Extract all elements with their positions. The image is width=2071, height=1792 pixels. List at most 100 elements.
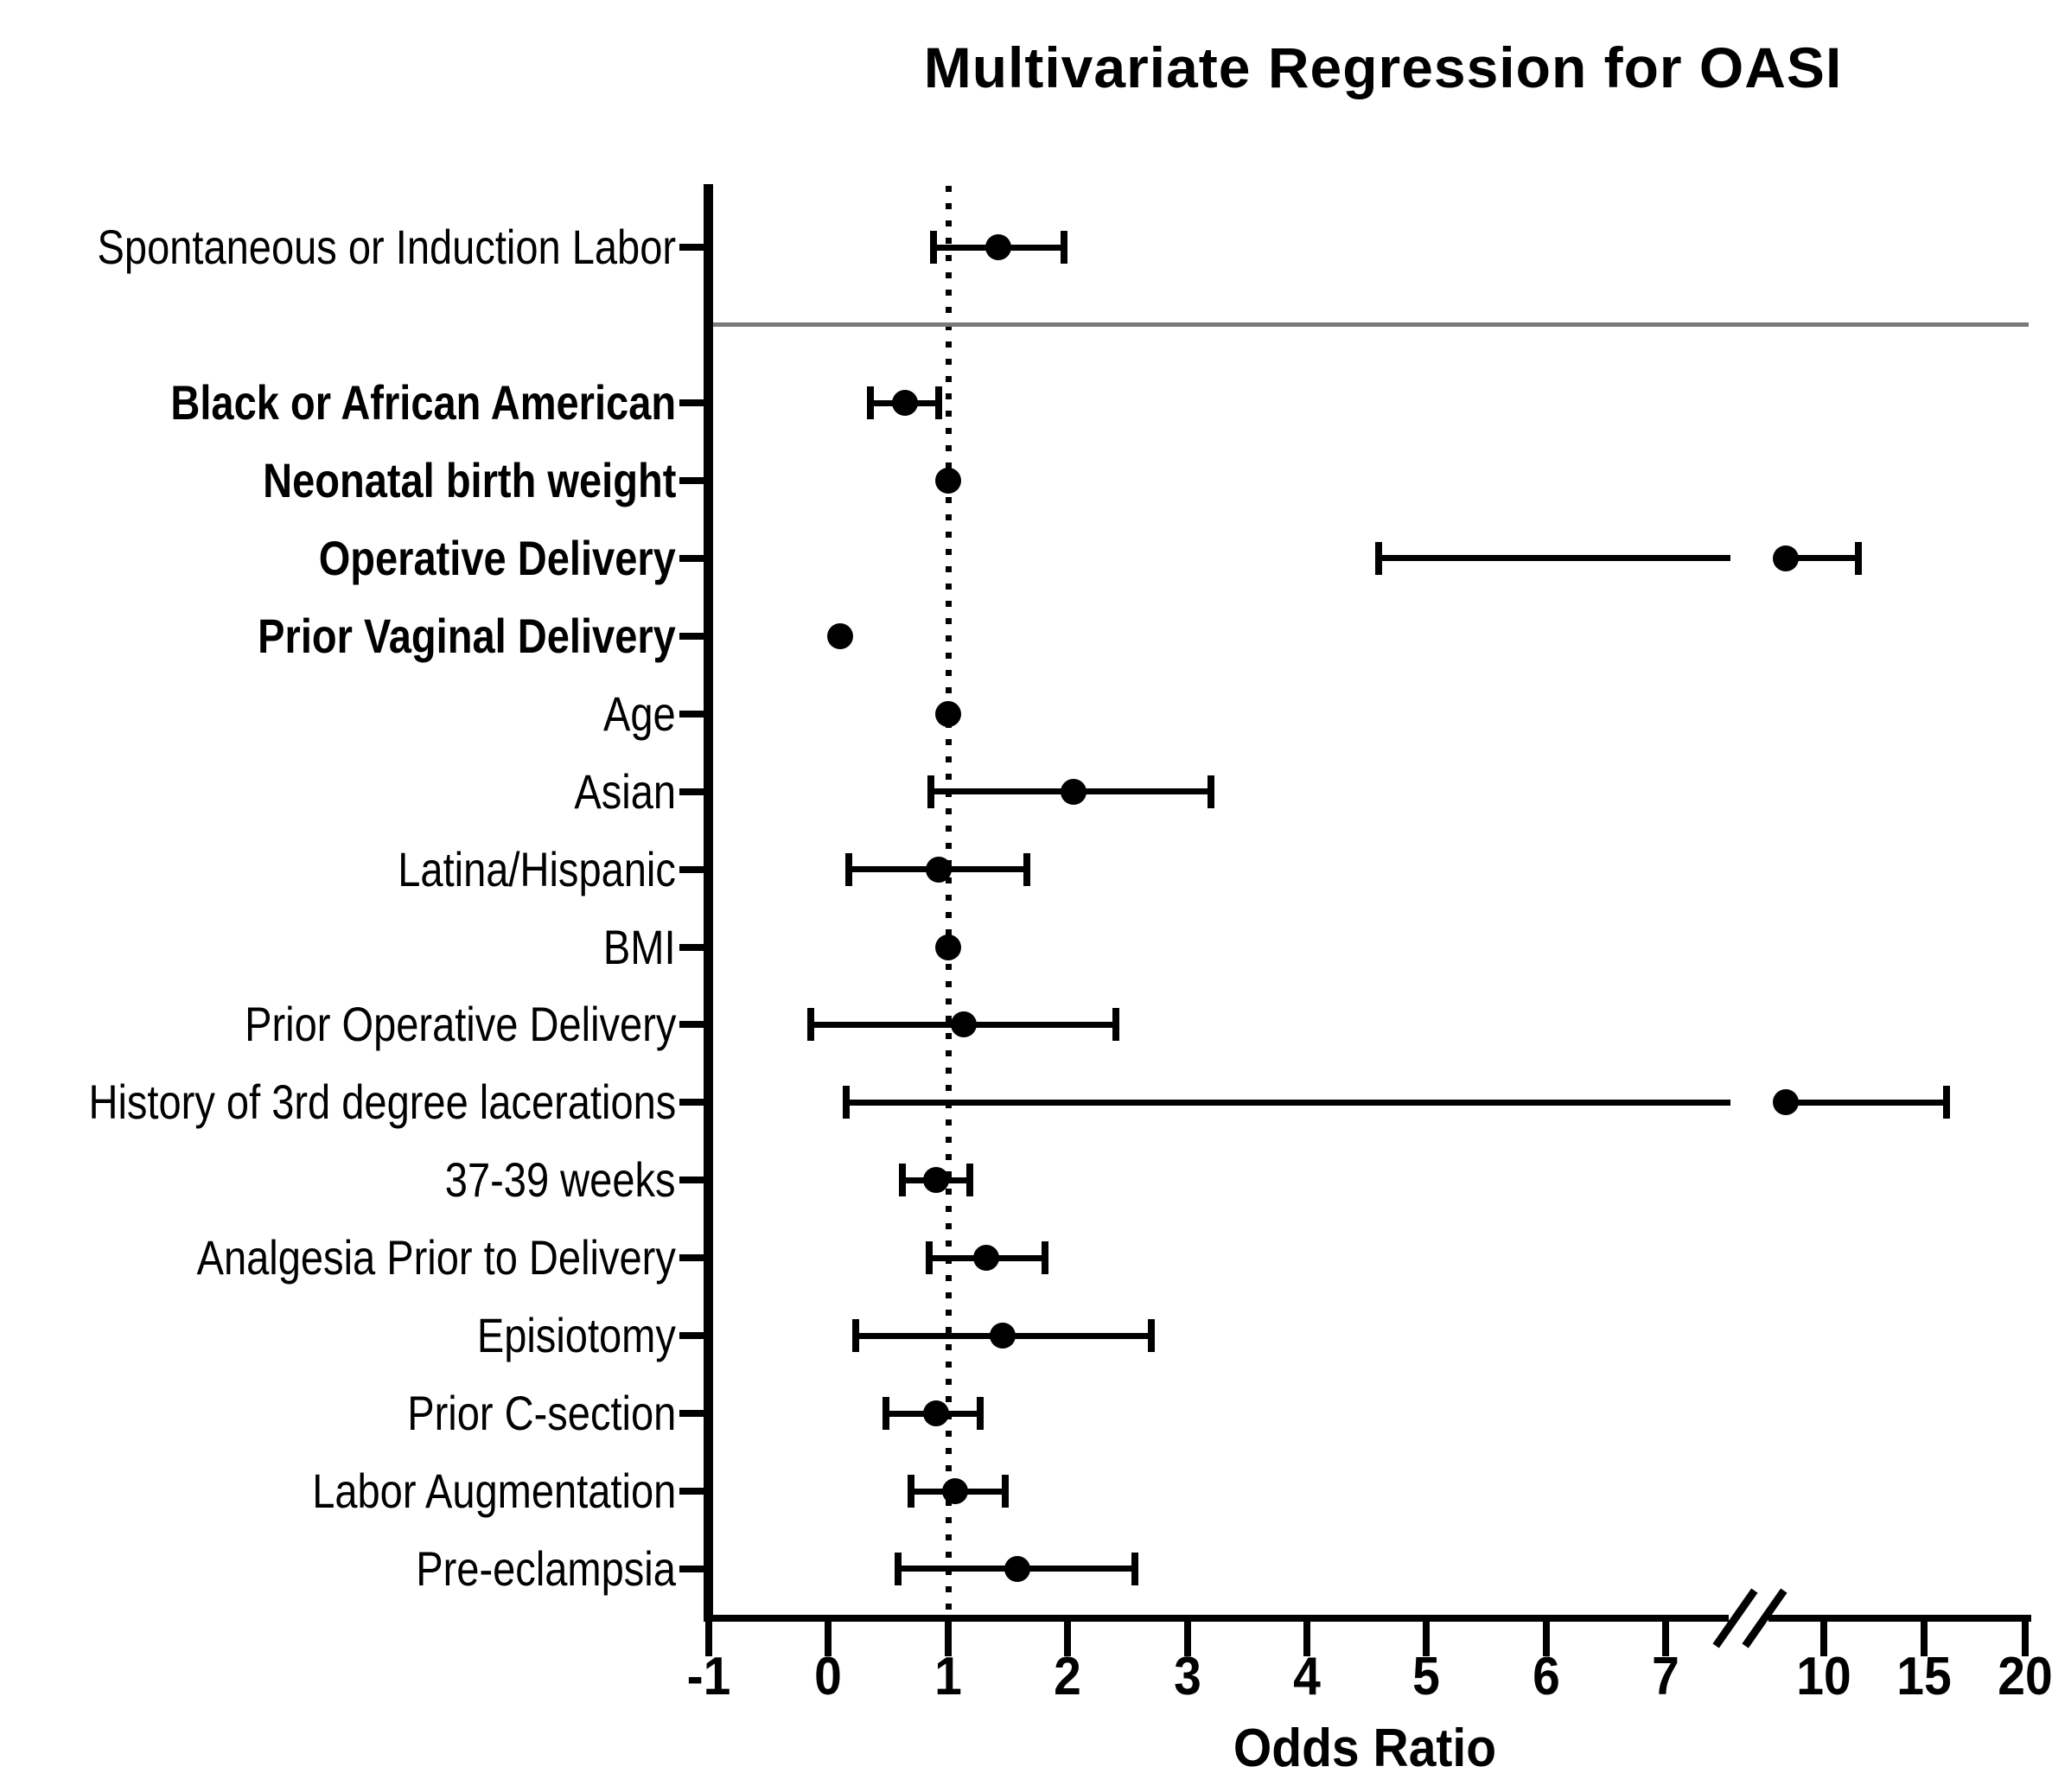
row-label: Black or African American — [170, 375, 676, 430]
x-axis-tick — [825, 1615, 832, 1656]
category-tick — [679, 555, 709, 562]
x-tick-label: 2 — [1054, 1647, 1081, 1706]
error-bar-cap — [845, 853, 852, 886]
x-tick-label: 0 — [814, 1647, 842, 1706]
row-label: Episiotomy — [476, 1308, 676, 1362]
row-label: 37-39 weeks — [445, 1152, 676, 1207]
point-marker — [990, 1323, 1016, 1349]
error-bar-cap — [1112, 1008, 1119, 1041]
error-bar-cap — [807, 1008, 814, 1041]
point-marker — [923, 1167, 949, 1193]
category-tick — [679, 1488, 709, 1495]
x-axis-tick — [1820, 1615, 1827, 1656]
error-bar-cap — [927, 775, 934, 808]
point-marker — [892, 390, 918, 416]
point-marker — [926, 857, 952, 883]
point-marker — [1773, 545, 1799, 571]
x-axis-tick — [1662, 1615, 1669, 1656]
x-axis-tick — [1423, 1615, 1430, 1656]
category-tick — [679, 1177, 709, 1183]
x-tick-label: 3 — [1174, 1647, 1201, 1706]
x-axis-tick — [705, 1615, 712, 1656]
row-label: Analgesia Prior to Delivery — [196, 1230, 676, 1285]
error-bar-cap — [1943, 1086, 1950, 1119]
error-bar — [1786, 1100, 1947, 1106]
error-bar-cap — [935, 386, 942, 419]
point-marker — [951, 1011, 977, 1037]
error-bar-cap — [899, 1164, 906, 1196]
x-tick-label: 10 — [1796, 1647, 1851, 1706]
x-axis-label: Odds Ratio — [1233, 1719, 1497, 1778]
x-tick-label: 20 — [1998, 1647, 2053, 1706]
category-tick — [679, 711, 709, 717]
x-tick-label: 4 — [1293, 1647, 1321, 1706]
error-bar-cap — [1042, 1241, 1048, 1274]
error-bar — [1379, 555, 1730, 561]
row-label: Prior Vaginal Delivery — [258, 609, 676, 663]
row-label: Latina/Hispanic — [398, 842, 676, 896]
category-tick — [679, 1254, 709, 1261]
error-bar-cap — [1131, 1553, 1138, 1585]
row-label: BMI — [603, 920, 676, 974]
error-bar-cap — [930, 231, 937, 264]
row-label: Prior Operative Delivery — [244, 997, 676, 1051]
error-bar-cap — [883, 1397, 889, 1430]
category-tick — [679, 1410, 709, 1417]
row-label: Operative Delivery — [318, 531, 676, 585]
error-bar-cap — [1855, 542, 1862, 575]
error-bar-cap — [1375, 542, 1382, 575]
row-label: Prior C-section — [406, 1386, 676, 1440]
row-label: History of 3rd degree lacerations — [88, 1075, 676, 1129]
row-label: Age — [603, 686, 676, 741]
row-label: Asian — [574, 764, 676, 819]
category-tick — [679, 399, 709, 406]
row-label: Spontaneous or Induction Labor — [97, 220, 676, 274]
x-axis-tick — [945, 1615, 952, 1656]
error-bar-cap — [843, 1086, 850, 1119]
category-tick — [679, 1332, 709, 1339]
point-marker — [935, 701, 961, 727]
row-label: Pre-eclampsia — [416, 1541, 676, 1596]
row-label: Labor Augmentation — [311, 1464, 676, 1518]
error-bar-cap — [1061, 231, 1067, 264]
category-tick — [679, 1021, 709, 1028]
category-tick — [679, 944, 709, 951]
point-marker — [985, 234, 1011, 260]
x-axis-tick — [1064, 1615, 1071, 1656]
point-marker — [1061, 779, 1086, 805]
point-marker — [935, 934, 961, 960]
x-tick-label: 1 — [934, 1647, 962, 1706]
x-axis-line — [704, 1615, 2031, 1622]
category-tick — [679, 633, 709, 640]
y-axis-spine — [704, 184, 713, 1622]
error-bar-cap — [966, 1164, 973, 1196]
error-bar-cap — [1148, 1319, 1155, 1352]
point-marker — [935, 468, 961, 494]
point-marker — [923, 1400, 949, 1426]
x-axis-tick — [1184, 1615, 1191, 1656]
category-tick — [679, 477, 709, 484]
x-tick-label: 7 — [1652, 1647, 1679, 1706]
error-bar-cap — [895, 1553, 902, 1585]
error-bar — [846, 1100, 1730, 1106]
point-marker — [827, 623, 853, 649]
x-axis-tick — [1303, 1615, 1310, 1656]
x-axis-tick — [1921, 1615, 1928, 1656]
point-marker — [973, 1245, 999, 1271]
point-marker — [942, 1478, 968, 1504]
error-bar-cap — [1023, 853, 1030, 886]
category-tick — [679, 788, 709, 795]
error-bar-cap — [977, 1397, 984, 1430]
category-tick — [679, 1099, 709, 1106]
x-tick-label: 5 — [1412, 1647, 1440, 1706]
x-tick-label: 6 — [1533, 1647, 1560, 1706]
error-bar — [1786, 555, 1858, 561]
x-tick-label: -1 — [686, 1647, 731, 1706]
group-separator-line — [704, 322, 2029, 327]
error-bar-cap — [926, 1241, 933, 1274]
point-marker — [1773, 1089, 1799, 1115]
row-label: Neonatal birth weight — [262, 453, 676, 507]
error-bar-cap — [867, 386, 874, 419]
